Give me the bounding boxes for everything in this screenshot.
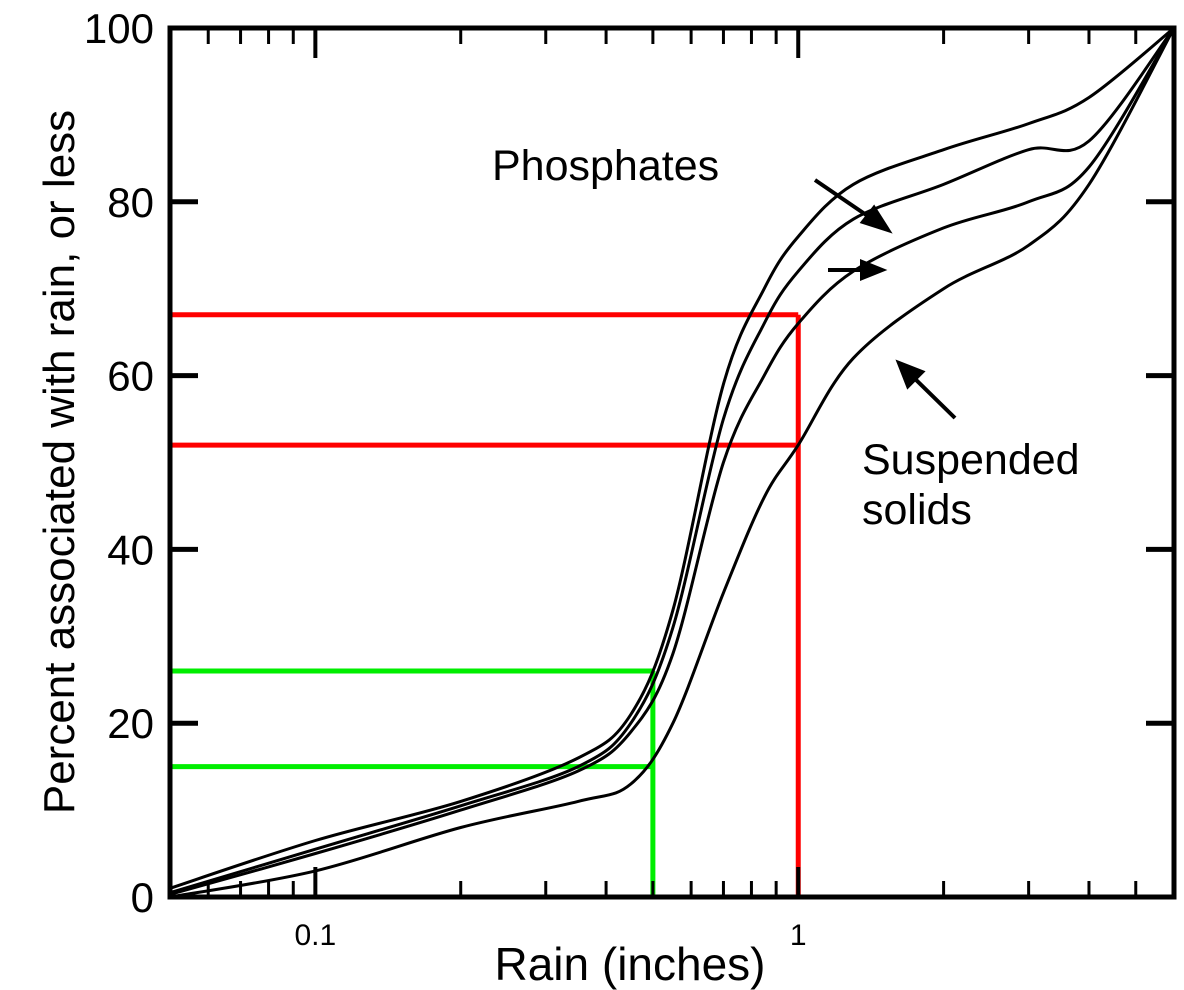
series-line-0 bbox=[169, 26, 1175, 890]
y-tick-label: 20 bbox=[107, 700, 154, 747]
phosphates-arrowhead-lower bbox=[860, 259, 888, 281]
annotation-phosphates: Phosphates bbox=[492, 142, 719, 190]
x-tick-label: 0.1 bbox=[295, 919, 337, 952]
plot-frame bbox=[167, 25, 1177, 900]
series-line-1 bbox=[169, 27, 1176, 895]
series-line-2 bbox=[169, 27, 1176, 896]
ticks: 0 20 40 60 80 100 0.1 1 bbox=[84, 5, 1174, 952]
y-tick-label: 40 bbox=[107, 526, 154, 573]
series-line-3 bbox=[169, 27, 1176, 899]
solids-arrowhead bbox=[895, 359, 926, 390]
y-tick-label: 0 bbox=[131, 874, 154, 921]
annotation-arrows bbox=[813, 178, 957, 420]
y-tick-label: 80 bbox=[107, 179, 154, 226]
y-axis-label: Percent associated with rain, or less bbox=[35, 110, 84, 814]
y-tick-label: 100 bbox=[84, 5, 154, 52]
x-axis-label: Rain (inches) bbox=[495, 938, 766, 990]
phosphates-arrowhead-upper bbox=[859, 204, 893, 234]
annotation-solids: solids bbox=[862, 486, 972, 534]
y-tick-label: 60 bbox=[107, 353, 154, 400]
curves bbox=[169, 26, 1176, 899]
annotation-suspended: Suspended bbox=[862, 436, 1080, 484]
reference-lines bbox=[170, 312, 801, 897]
x-tick-label: 1 bbox=[790, 919, 807, 952]
